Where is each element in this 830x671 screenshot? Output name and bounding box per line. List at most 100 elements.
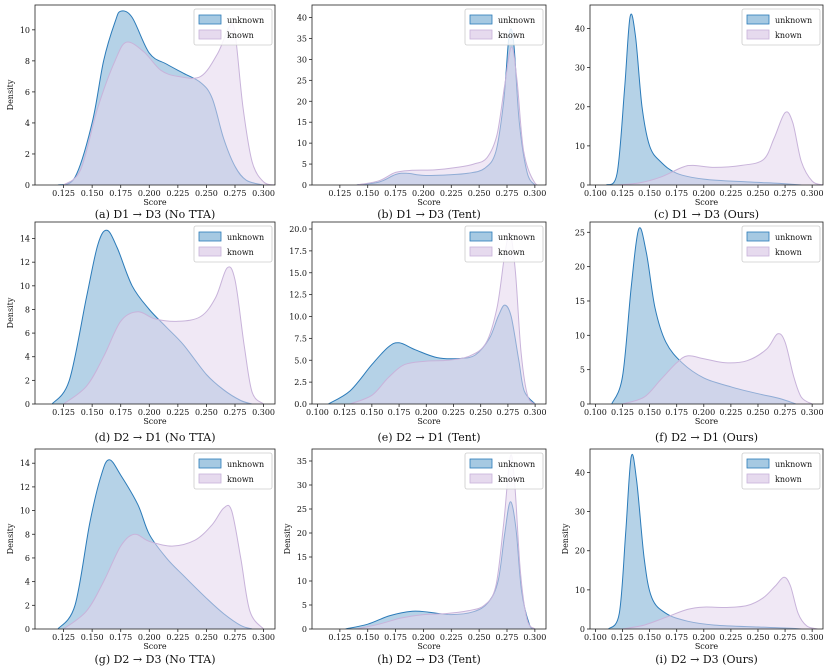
legend: unknown known: [464, 8, 544, 46]
panel-caption: (a) D1 → D3 (No TTA): [95, 208, 216, 221]
chart-panel-g: 0.125 0.150 0.175 0.200 0.225 0.250 0.275 0.300…: [6, 448, 276, 666]
x-tick-label: 0.300: [252, 633, 275, 642]
y-tick-label: 0: [25, 625, 30, 634]
y-tick-label: 10: [20, 26, 30, 35]
legend-swatch-known: [198, 473, 222, 484]
y-tick-label: 10.0: [289, 313, 307, 322]
y-tick-label: 40: [575, 24, 585, 33]
x-tick-label: 0.175: [109, 189, 132, 198]
legend-swatch-known: [746, 29, 770, 40]
x-tick-label: 0.175: [665, 633, 688, 642]
y-tick-label: 5: [580, 366, 585, 375]
x-tick-label: 0.200: [692, 633, 715, 642]
x-tick-label: 0.300: [252, 189, 275, 198]
legend-label-known: known: [227, 248, 254, 257]
y-tick-label: 15: [297, 118, 307, 127]
x-tick-label: 0.125: [52, 408, 75, 417]
chart-panel-i: 0.100 0.125 0.150 0.175 0.200 0.225 0.250 0.275…: [561, 448, 824, 666]
panel-caption: (d) D2 → D1 (No TTA): [94, 431, 215, 444]
x-tick-label: 0.200: [692, 189, 715, 198]
x-tick-label: 0.250: [747, 633, 770, 642]
y-tick-label: 0: [580, 400, 585, 409]
y-tick-label: 6: [25, 88, 30, 97]
x-axis-label: Score: [143, 417, 167, 426]
y-tick-label: 12: [20, 483, 30, 492]
x-tick-label: 0.175: [384, 633, 407, 642]
legend: unknown known: [741, 225, 821, 263]
legend-swatch-unknown: [469, 231, 493, 242]
density-line-known: [356, 454, 536, 629]
x-tick-label: 0.275: [224, 408, 247, 417]
x-tick-label: 0.175: [109, 408, 132, 417]
axes-frame: [311, 4, 547, 186]
x-tick-label: 0.275: [496, 408, 519, 417]
x-axis-label: Score: [143, 642, 167, 651]
axes-frame: [311, 448, 547, 630]
x-tick-label: 0.125: [328, 633, 351, 642]
y-tick-label: 25: [297, 505, 307, 514]
axes-frame: [311, 221, 547, 405]
legend-label-known: known: [498, 248, 525, 257]
y-axis-label: Density: [6, 79, 15, 110]
legend-swatch-unknown: [746, 458, 770, 469]
axes-frame: [34, 221, 276, 405]
panel-caption: (g) D2 → D3 (No TTA): [94, 653, 215, 666]
x-axis-label: Score: [417, 642, 441, 651]
x-axis-label: Score: [417, 198, 441, 207]
chart-panel-d: 0.125 0.150 0.175 0.200 0.225 0.250 0.275 0.300…: [6, 221, 276, 444]
panel-caption: (h) D2 → D3 (Tent): [377, 653, 481, 666]
legend-swatch-unknown: [469, 458, 493, 469]
y-tick-label: 14: [20, 235, 30, 244]
y-tick-label: 30: [297, 55, 307, 64]
x-tick-label: 0.225: [440, 633, 463, 642]
legend-label-known: known: [775, 31, 802, 40]
y-tick-label: 7.5: [294, 334, 307, 343]
density-area-known: [356, 454, 535, 629]
legend-swatch-known: [469, 29, 493, 40]
chart-panel-h: 0.125 0.150 0.175 0.200 0.225 0.250 0.275 0.300…: [283, 448, 547, 666]
legend-swatch-known: [469, 246, 493, 257]
axes-frame: [34, 4, 276, 186]
y-tick-label: 2: [25, 601, 30, 610]
density-line-known: [63, 23, 275, 185]
x-tick-label: 0.250: [747, 408, 770, 417]
x-tick-label: 0.300: [523, 189, 546, 198]
density-area-known: [356, 46, 546, 185]
x-tick-label: 0.200: [412, 633, 435, 642]
x-tick-label: 0.300: [801, 633, 824, 642]
legend-swatch-known: [746, 246, 770, 257]
legend-label-unknown: unknown: [498, 16, 535, 25]
y-tick-label: 0.0: [294, 400, 307, 409]
x-tick-label: 0.225: [166, 633, 189, 642]
y-tick-label: 30: [297, 481, 307, 490]
density-line-known: [349, 232, 536, 404]
legend: unknown known: [193, 225, 273, 263]
x-tick-label: 0.250: [468, 633, 491, 642]
y-tick-label: 17.5: [289, 247, 307, 256]
legend-swatch-unknown: [746, 231, 770, 242]
y-tick-label: 15: [575, 297, 585, 306]
x-tick-label: 0.275: [774, 408, 797, 417]
y-tick-label: 5: [302, 601, 307, 610]
y-tick-label: 15.0: [289, 269, 307, 278]
legend: unknown known: [193, 8, 273, 46]
x-tick-label: 0.150: [638, 633, 661, 642]
x-tick-label: 0.200: [692, 408, 715, 417]
legend-swatch-unknown: [198, 458, 222, 469]
x-tick-label: 0.225: [166, 408, 189, 417]
y-tick-label: 0: [580, 181, 585, 190]
y-tick-label: 30: [575, 508, 585, 517]
x-tick-label: 0.275: [774, 633, 797, 642]
x-tick-label: 0.150: [638, 189, 661, 198]
x-tick-label: 0.225: [440, 189, 463, 198]
panel-caption: (i) D2 → D3 (Ours): [655, 653, 758, 666]
legend-label-unknown: unknown: [227, 16, 264, 25]
x-tick-label: 0.100: [584, 633, 607, 642]
panel-caption: (b) D1 → D3 (Tent): [377, 208, 481, 221]
x-tick-label: 0.225: [719, 408, 742, 417]
legend-swatch-unknown: [469, 14, 493, 25]
x-axis-label: Score: [695, 417, 719, 426]
x-tick-label: 0.200: [412, 189, 435, 198]
y-tick-label: 4: [25, 578, 30, 587]
legend: unknown known: [741, 8, 821, 46]
